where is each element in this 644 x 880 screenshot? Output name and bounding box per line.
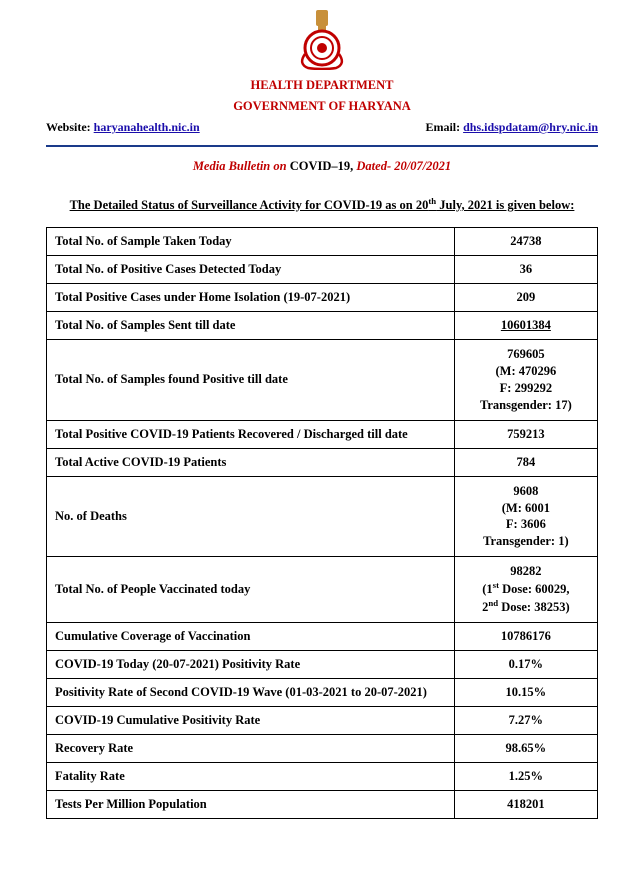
bulletin-prefix: Media Bulletin on: [193, 159, 290, 173]
website-link[interactable]: haryanahealth.nic.in: [94, 120, 200, 134]
cell-value: 0.17%: [454, 651, 597, 679]
underlined-value: 10601384: [501, 318, 551, 332]
table-row: COVID-19 Today (20-07-2021) Positivity R…: [47, 651, 598, 679]
cell-label: Total No. of Positive Cases Detected Tod…: [47, 256, 455, 284]
cell-value: 9608 (M: 6001 F: 3606 Transgender: 1): [454, 476, 597, 557]
website-block: Website: haryanahealth.nic.in: [46, 120, 200, 135]
govt-name: GOVERNMENT OF HARYANA: [46, 99, 598, 114]
emblem-container: [46, 10, 598, 74]
cell-value: 209: [454, 284, 597, 312]
cell-value: 24738: [454, 228, 597, 256]
status-title: The Detailed Status of Surveillance Acti…: [46, 196, 598, 213]
status-table: Total No. of Sample Taken Today 24738 To…: [46, 227, 598, 819]
cell-value: 98.65%: [454, 735, 597, 763]
cell-value: 36: [454, 256, 597, 284]
cell-value: 1.25%: [454, 763, 597, 791]
cell-label: Total Active COVID-19 Patients: [47, 448, 455, 476]
table-row: Total No. of Samples Sent till date 1060…: [47, 312, 598, 340]
cell-label: Total No. of People Vaccinated today: [47, 557, 455, 623]
cell-value: 769605 (M: 470296 F: 299292 Transgender:…: [454, 340, 597, 421]
cell-label: Total No. of Sample Taken Today: [47, 228, 455, 256]
bulletin-suffix: Dated- 20/07/2021: [353, 159, 451, 173]
table-row: Positivity Rate of Second COVID-19 Wave …: [47, 679, 598, 707]
table-row: Recovery Rate 98.65%: [47, 735, 598, 763]
department-header: HEALTH DEPARTMENT GOVERNMENT OF HARYANA: [46, 78, 598, 114]
cell-label: Total No. of Samples Sent till date: [47, 312, 455, 340]
cell-label: Recovery Rate: [47, 735, 455, 763]
contact-row: Website: haryanahealth.nic.in Email: dhs…: [46, 120, 598, 135]
cell-value: 98282 (1st Dose: 60029, 2nd Dose: 38253): [454, 557, 597, 623]
table-row: Total Positive Cases under Home Isolatio…: [47, 284, 598, 312]
cell-label: Total Positive COVID-19 Patients Recover…: [47, 420, 455, 448]
table-row: Tests Per Million Population 418201: [47, 791, 598, 819]
cell-label: Fatality Rate: [47, 763, 455, 791]
cell-value: 10786176: [454, 623, 597, 651]
cell-value: 759213: [454, 420, 597, 448]
status-title-post: July, 2021 is given below:: [436, 198, 574, 212]
table-row: Total No. of People Vaccinated today 982…: [47, 557, 598, 623]
table-row: Cumulative Coverage of Vaccination 10786…: [47, 623, 598, 651]
cell-value: 7.27%: [454, 707, 597, 735]
email-block: Email: dhs.idspdatam@hry.nic.in: [425, 120, 598, 135]
cell-label: Total Positive Cases under Home Isolatio…: [47, 284, 455, 312]
table-row: COVID-19 Cumulative Positivity Rate 7.27…: [47, 707, 598, 735]
govt-emblem-icon: [292, 10, 352, 70]
cell-value: 10601384: [454, 312, 597, 340]
dept-name: HEALTH DEPARTMENT: [46, 78, 598, 93]
cell-value: 784: [454, 448, 597, 476]
table-row: No. of Deaths 9608 (M: 6001 F: 3606 Tran…: [47, 476, 598, 557]
table-row: Total No. of Samples found Positive till…: [47, 340, 598, 421]
cell-label: Positivity Rate of Second COVID-19 Wave …: [47, 679, 455, 707]
cell-label: Cumulative Coverage of Vaccination: [47, 623, 455, 651]
table-row: Total No. of Sample Taken Today 24738: [47, 228, 598, 256]
table-row: Fatality Rate 1.25%: [47, 763, 598, 791]
cell-value: 418201: [454, 791, 597, 819]
website-label: Website:: [46, 120, 94, 134]
bulletin-title: Media Bulletin on COVID–19, Dated- 20/07…: [46, 159, 598, 174]
cell-label: COVID-19 Cumulative Positivity Rate: [47, 707, 455, 735]
divider-rule: [46, 145, 598, 147]
cell-label: Tests Per Million Population: [47, 791, 455, 819]
cell-label: COVID-19 Today (20-07-2021) Positivity R…: [47, 651, 455, 679]
table-row: Total Positive COVID-19 Patients Recover…: [47, 420, 598, 448]
cell-value: 10.15%: [454, 679, 597, 707]
status-title-pre: The Detailed Status of Surveillance Acti…: [70, 198, 429, 212]
status-title-sup: th: [428, 196, 436, 206]
email-link[interactable]: dhs.idspdatam@hry.nic.in: [463, 120, 598, 134]
cell-label: No. of Deaths: [47, 476, 455, 557]
email-label: Email:: [425, 120, 463, 134]
table-row: Total Active COVID-19 Patients 784: [47, 448, 598, 476]
table-row: Total No. of Positive Cases Detected Tod…: [47, 256, 598, 284]
cell-label: Total No. of Samples found Positive till…: [47, 340, 455, 421]
bulletin-mid: COVID–19,: [290, 159, 354, 173]
